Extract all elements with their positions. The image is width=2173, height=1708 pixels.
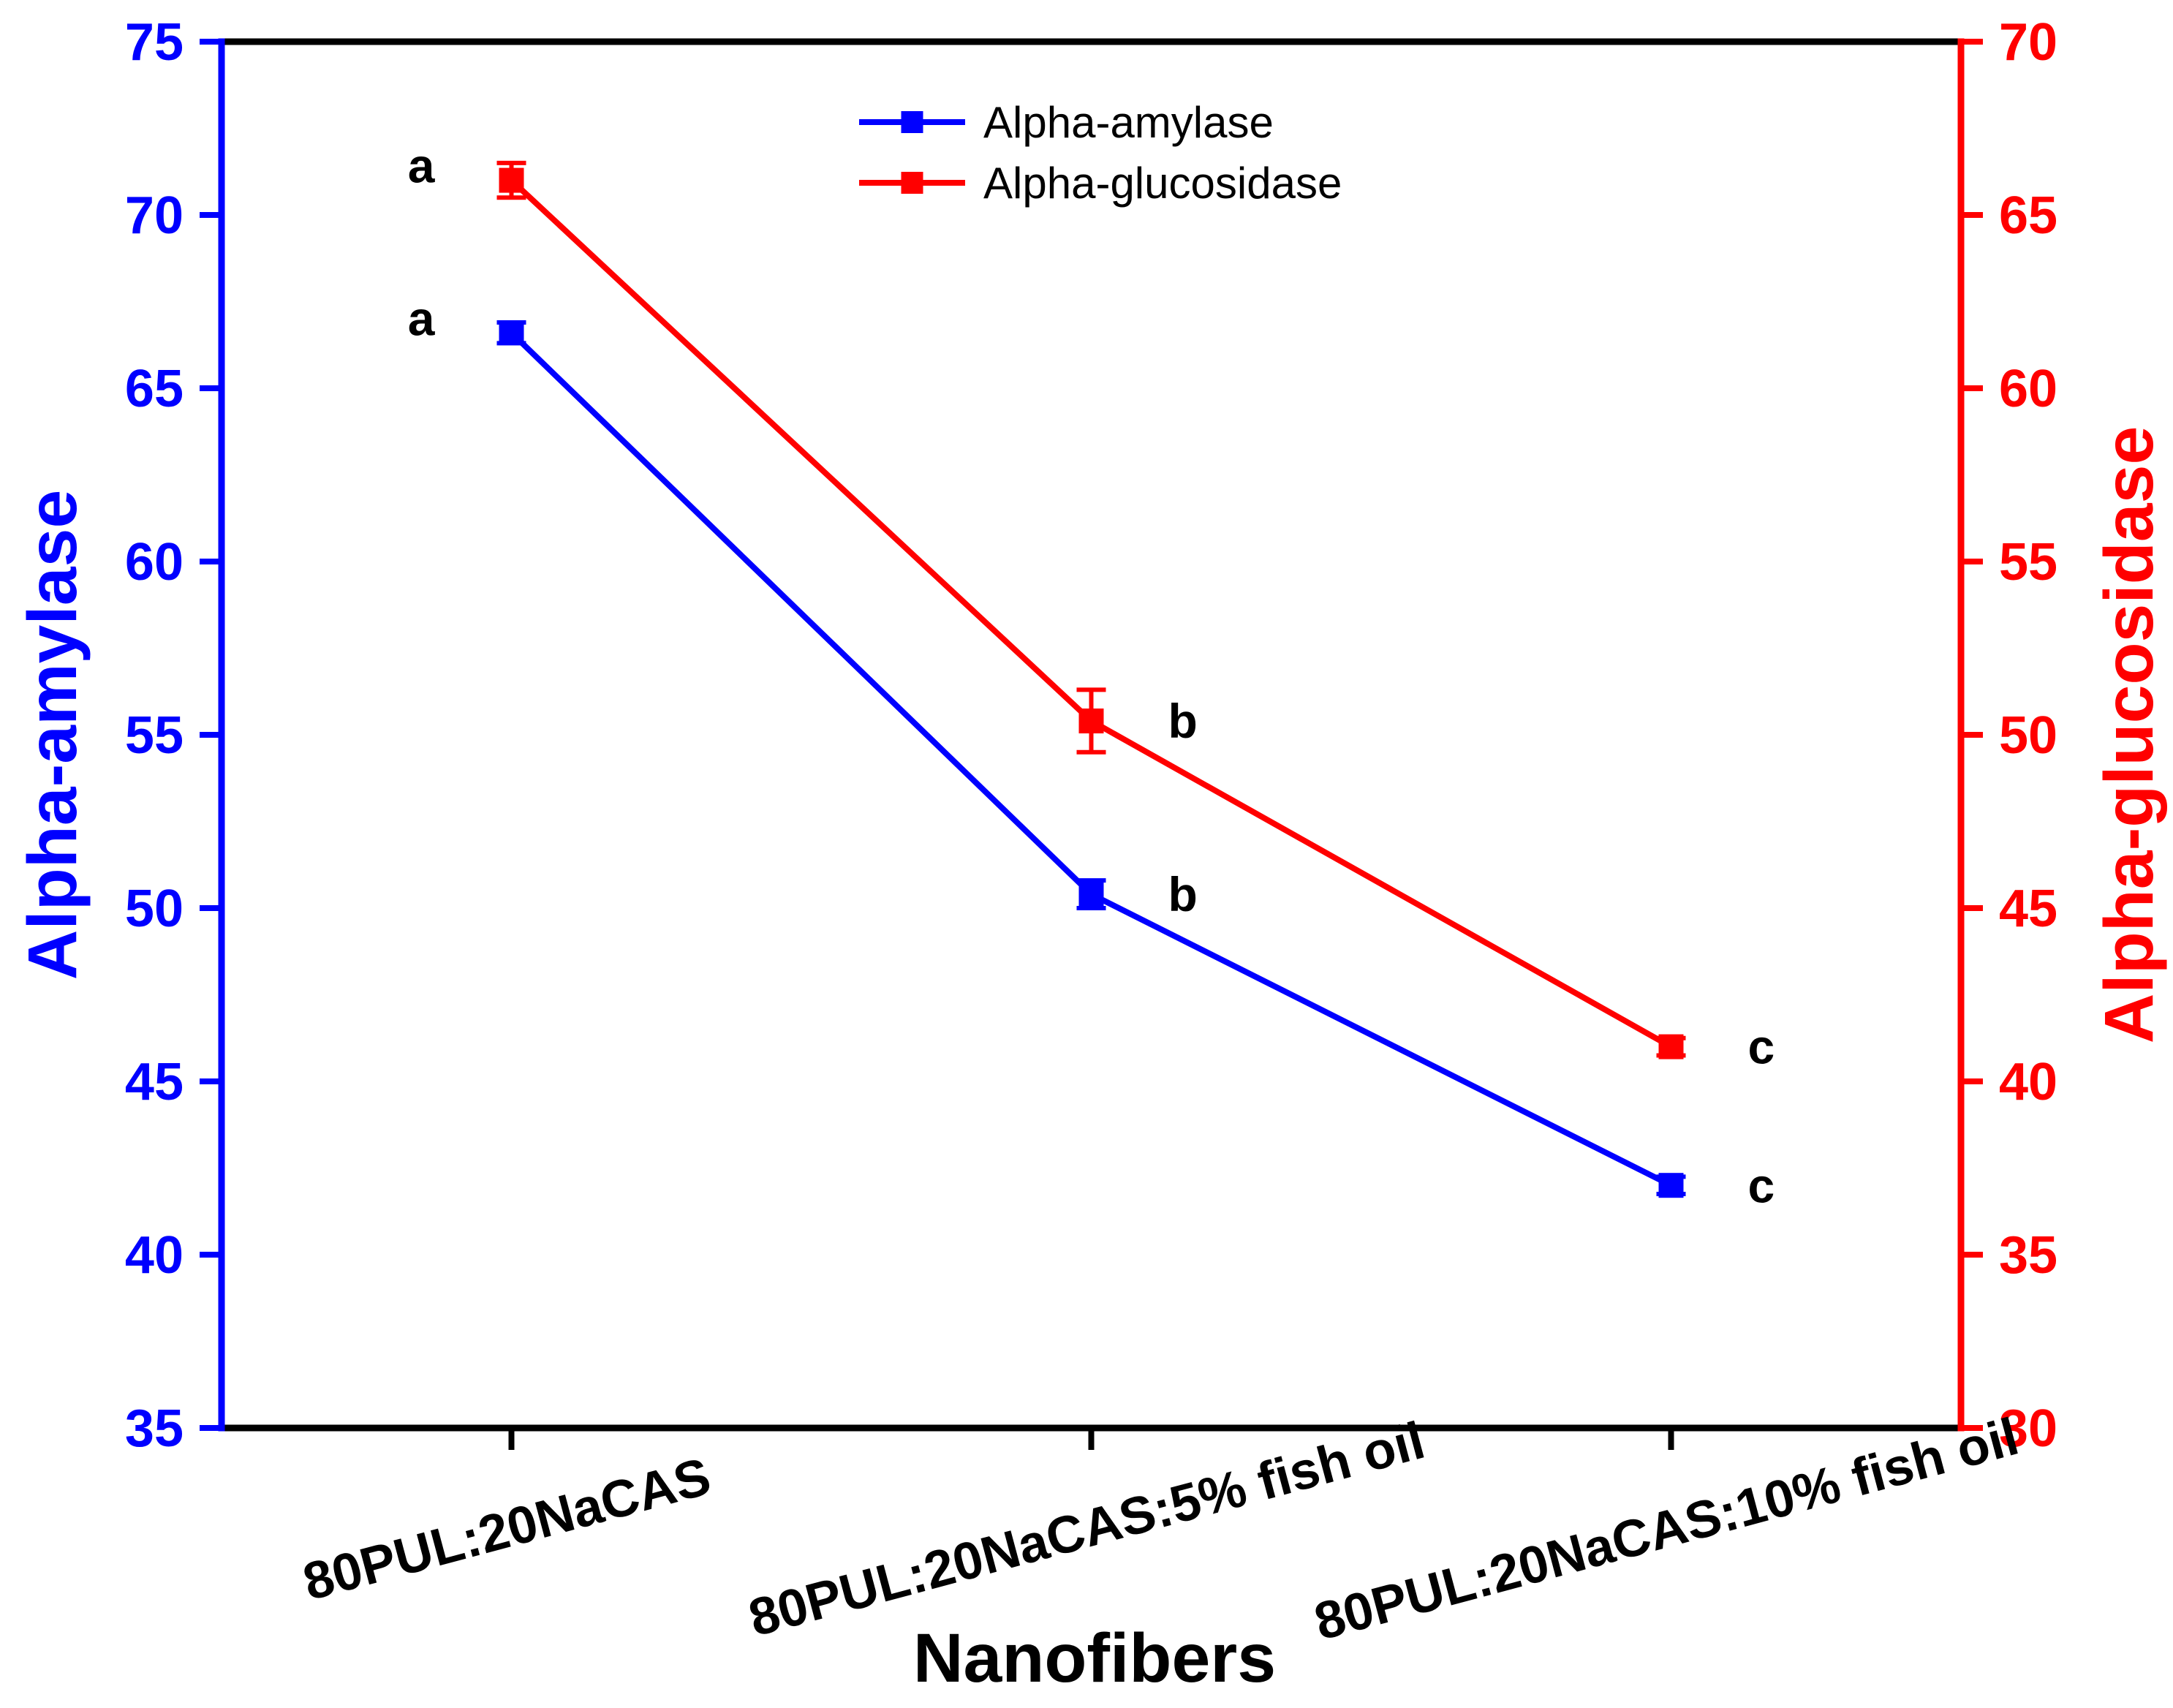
left-axis-tick-label: 65: [125, 360, 184, 418]
right-axis-tick-label: 60: [1999, 360, 2057, 418]
series-line-alpha-amylase: [509, 330, 1673, 1188]
x-axis-title: Nanofibers: [913, 1620, 1276, 1697]
left-axis-tick-label: 40: [125, 1226, 184, 1285]
right-axis-tick-label: 45: [1999, 880, 2057, 938]
data-point-marker: [1078, 708, 1104, 734]
left-axis-tick-label: 45: [125, 1053, 184, 1111]
legend-label: Alpha-glucosidase: [983, 159, 1342, 208]
data-point-marker: [499, 167, 524, 193]
legend-entry: Alpha-glucosidase: [859, 159, 1342, 208]
left-axis-tick-label: 55: [125, 706, 184, 765]
x-axis-ticks: 80PUL:20NaCAS 80PUL:20NaCAS:5% fish oil80…: [298, 1407, 2025, 1652]
right-axis-tick-label: 30: [1999, 1399, 2057, 1458]
right-axis-tick-label: 65: [1999, 186, 2057, 245]
significance-letter: a: [408, 139, 436, 193]
right-axis-tick-label: 50: [1999, 706, 2057, 765]
legend: Alpha-amylase Alpha-glucosidase: [859, 98, 1342, 208]
data-point-marker: [499, 320, 524, 346]
right-axis-tick-label: 70: [1999, 13, 2057, 72]
series-line-alpha-glucosidase: [509, 178, 1673, 1050]
right-axis-tick-label: 40: [1999, 1053, 2057, 1111]
x-axis-tick-label: 80PUL:20NaCAS: [298, 1447, 717, 1611]
left-axis-tick-label: 35: [125, 1399, 184, 1458]
right-axis-tick-label: 35: [1999, 1226, 2057, 1285]
significance-letter: c: [1748, 1158, 1775, 1212]
series-group: [496, 160, 1686, 1198]
left-axis-title: Alpha-amylase: [14, 490, 91, 980]
legend-entry: Alpha-amylase: [859, 98, 1274, 147]
data-point-marker: [1078, 882, 1104, 907]
data-point-marker: [1658, 1173, 1684, 1198]
left-axis-tick-label: 60: [125, 533, 184, 592]
left-axis-tick-label: 70: [125, 186, 184, 245]
data-point-marker: [1658, 1034, 1684, 1059]
legend-label: Alpha-amylase: [983, 98, 1274, 147]
legend-marker: [901, 172, 923, 194]
significance-letter: a: [408, 291, 436, 345]
left-axis-tick-label: 50: [125, 880, 184, 938]
significance-letters: a b c a b c: [408, 139, 1775, 1213]
left-axis-tick-label: 75: [125, 13, 184, 72]
right-axis-tick-label: 55: [1999, 533, 2057, 592]
significance-letter: b: [1168, 867, 1198, 921]
right-axis-title: Alpha-glucosidase: [2090, 426, 2168, 1044]
right-axis-ticks: 30 35 40 45 50 55 60 65 70: [1961, 13, 2057, 1458]
significance-letter: c: [1748, 1020, 1775, 1074]
legend-marker: [901, 111, 923, 133]
left-axis-ticks: 35 40 45 50 55 60 65 70 75: [125, 13, 222, 1458]
significance-letter: b: [1168, 694, 1198, 748]
